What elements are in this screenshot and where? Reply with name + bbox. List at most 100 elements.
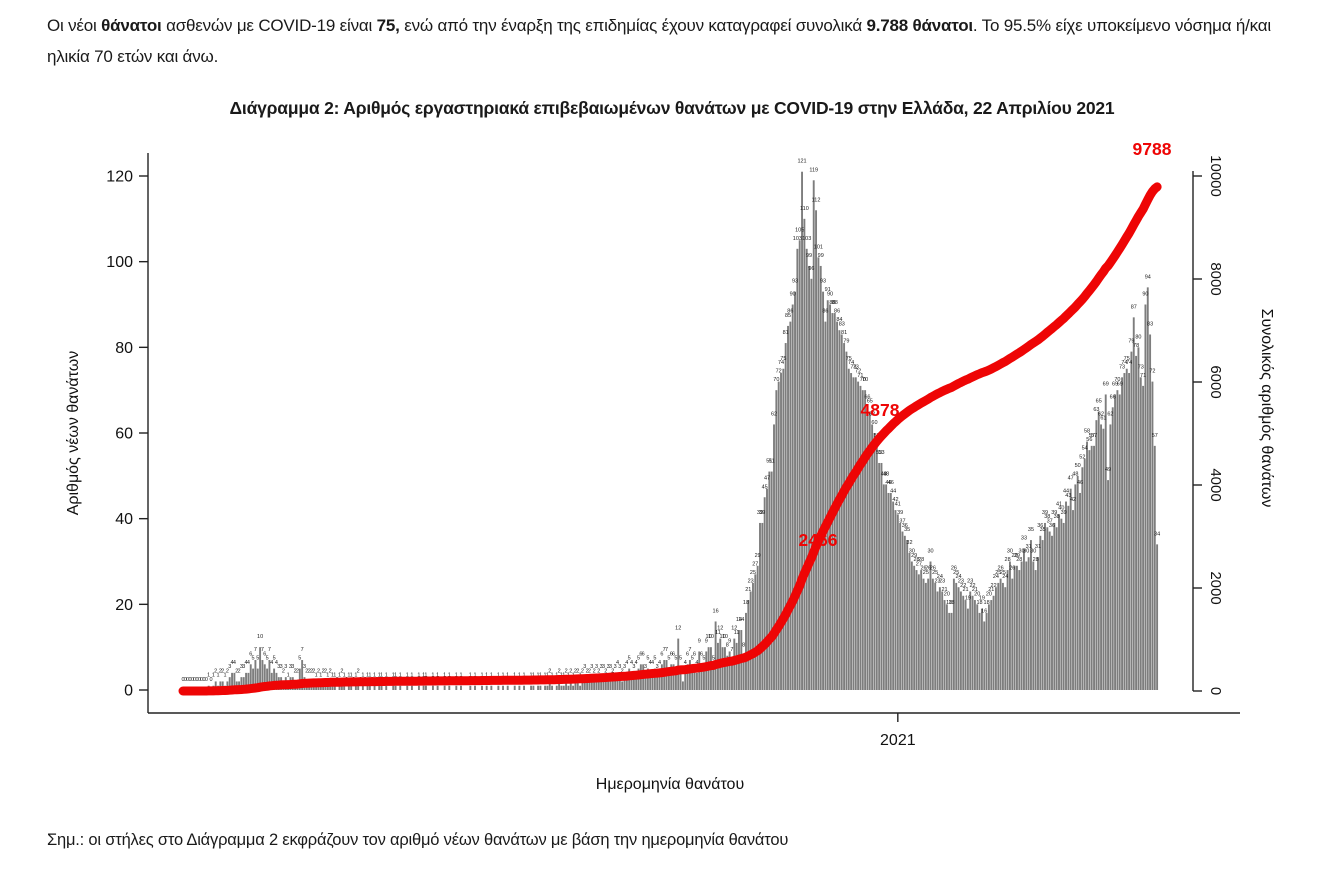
bar-value-label: 46: [885, 480, 891, 486]
bar-value-label: 38: [1054, 514, 1060, 520]
bar: [569, 681, 572, 690]
bar-value-label: 5: [679, 656, 682, 662]
bar: [910, 561, 913, 690]
bar-value-label: 66: [1110, 394, 1116, 400]
bar-value-label: 44: [1063, 489, 1069, 495]
bar: [724, 647, 726, 690]
bar-value-label: 27: [752, 561, 758, 567]
bar-value-label: 6: [693, 651, 696, 657]
bar: [259, 647, 262, 690]
bar: [581, 681, 584, 690]
bar: [971, 595, 974, 690]
bar-value-label: 3: [242, 664, 245, 670]
bar: [714, 621, 717, 690]
bar: [1121, 377, 1124, 690]
bar: [354, 685, 357, 690]
bar-value-label: 39: [1051, 510, 1057, 516]
bar: [546, 685, 549, 690]
bar-value-label: 25: [750, 570, 756, 576]
bar-value-label: 10: [720, 634, 726, 640]
bar-value-label: 21: [972, 587, 978, 593]
bar-value-label: 61: [1100, 416, 1106, 422]
bar-value-label: 70: [862, 377, 868, 383]
bar-value-label: 34: [1154, 531, 1160, 537]
bar-value-label: 2: [340, 668, 343, 674]
bar: [761, 522, 764, 690]
bar: [1013, 565, 1016, 690]
bar-value-label: 1: [392, 673, 395, 679]
bar-value-label: 50: [1075, 463, 1081, 469]
bar-value-label: 1: [287, 673, 290, 679]
bar: [497, 685, 500, 690]
bar-value-label: 2: [558, 668, 561, 674]
bar-value-label: 20: [986, 591, 992, 597]
bar-value-label: 66: [864, 394, 870, 400]
bar-value-label: 72: [855, 369, 861, 375]
bar: [686, 664, 689, 690]
bar-value-label: 1: [469, 673, 472, 679]
bar-value-label: 2: [324, 668, 327, 674]
bar: [1008, 561, 1011, 690]
bar-value-label: 3: [618, 664, 621, 670]
bar-value-label: 6: [700, 651, 703, 657]
bar-value-label: 6: [642, 651, 645, 657]
bar: [560, 685, 563, 690]
bar-value-label: 1: [473, 673, 476, 679]
bar: [551, 685, 554, 690]
bar-value-label: 8: [726, 643, 729, 649]
bar: [630, 672, 633, 690]
bar-value-label: 29: [911, 553, 917, 559]
bar-value-label: 73: [850, 364, 856, 370]
bar-value-label: 32: [906, 540, 912, 546]
bar-value-label: 18: [743, 600, 749, 606]
bar-value-label: 74: [848, 360, 854, 366]
bar-value-label: 1: [459, 673, 462, 679]
bar: [1006, 570, 1009, 690]
bar-value-label: 1: [399, 673, 402, 679]
bar-value-label: 24: [955, 574, 961, 580]
bar-value-label: 20: [944, 591, 950, 597]
bar-value-label: 1: [497, 673, 500, 679]
bar-value-label: 1: [224, 673, 227, 679]
bar: [773, 424, 775, 690]
bar-value-label: 62: [1098, 411, 1104, 417]
bar: [756, 565, 759, 690]
bar: [950, 612, 953, 690]
bar-value-label: 6: [639, 651, 642, 657]
right-axis-ticks: 0 2000 4000 6000 8000 10000: [1193, 155, 1224, 695]
bar: [548, 681, 551, 690]
bar-value-label: 65: [1096, 399, 1102, 405]
bar: [994, 587, 997, 690]
bar-value-label: 79: [843, 339, 849, 345]
bar-value-label: 4: [649, 660, 652, 666]
bar-value-label: 103: [793, 236, 802, 242]
bar-value-label: 23: [748, 578, 754, 584]
bar: [815, 210, 818, 690]
bar-value-label: 1: [443, 673, 446, 679]
bar: [602, 677, 605, 690]
bar-value-label: 25: [923, 570, 929, 576]
bar: [226, 681, 229, 690]
bar-value-label: 28: [918, 557, 924, 563]
bar-value-label: 0: [202, 677, 205, 683]
bar: [600, 677, 603, 690]
bar-value-label: 85: [785, 313, 791, 319]
bar: [922, 578, 925, 690]
bar: [583, 677, 586, 690]
bar: [373, 685, 376, 690]
bar-value-label: 3: [632, 664, 635, 670]
bar-value-label: 8: [742, 643, 745, 649]
bar: [745, 612, 747, 690]
bar-value-label: 4: [231, 660, 234, 666]
bar-value-label: 22: [960, 583, 966, 589]
milestone-label: 4878: [861, 400, 900, 420]
bar: [955, 582, 958, 690]
bar: [242, 677, 245, 690]
bar: [1055, 527, 1058, 690]
bar-value-label: 1: [417, 673, 420, 679]
bar: [1097, 411, 1100, 690]
bar-value-label: 2: [235, 668, 238, 674]
bar-value-label: 28: [1016, 557, 1022, 563]
bar: [990, 600, 993, 690]
tick-label: 10000: [1207, 155, 1224, 197]
